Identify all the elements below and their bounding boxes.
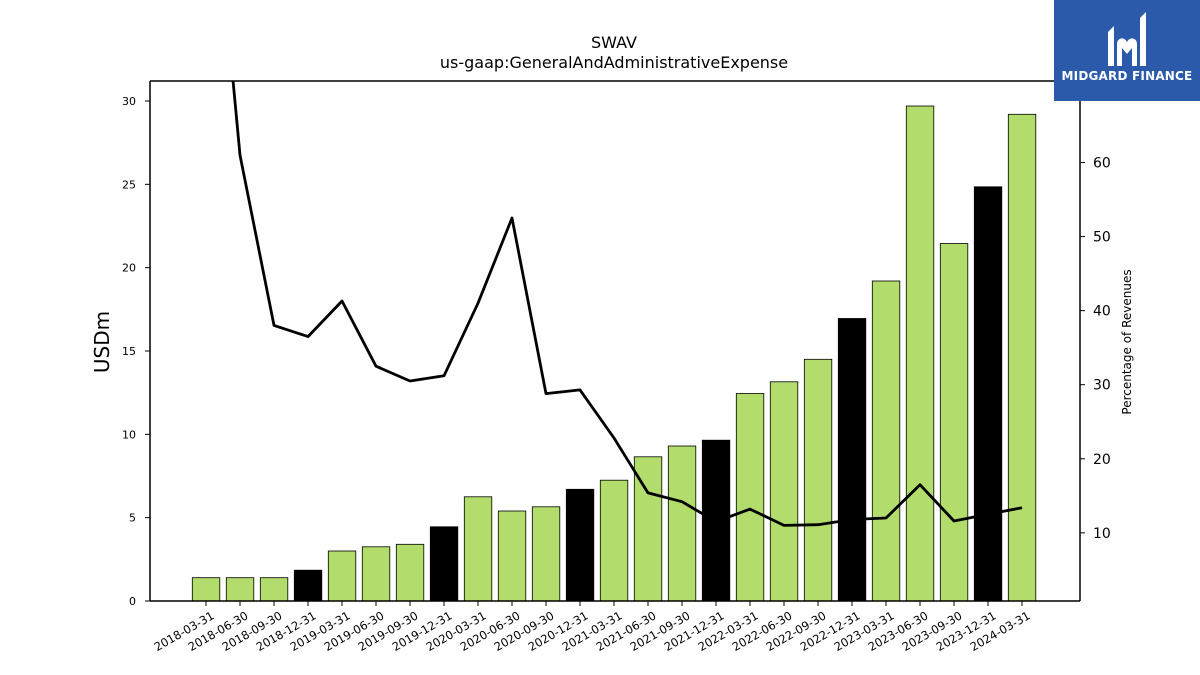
y2-tick-label: 50 [1093,230,1111,246]
bar [667,445,697,602]
axes [145,80,1085,606]
y-axis-label: USDm [90,311,114,373]
bar [599,479,629,602]
percentage-line [231,81,1023,527]
bar-series [191,105,1037,602]
chart-title: SWAV [591,33,637,52]
logo-mark-icon [1108,12,1146,66]
y-tick-label: 5 [129,512,136,525]
y-tick-label: 15 [122,345,136,358]
bar [565,488,595,602]
y2-axis-label: Percentage of Revenues [1120,269,1134,414]
bar [905,105,935,602]
chart-subtitle: us-gaap:GeneralAndAdministrativeExpense [440,53,788,72]
y-tick-label: 25 [122,178,136,191]
y-tick-label: 10 [122,428,136,441]
y2-tick-label: 30 [1093,378,1111,394]
y2-tick-label: 20 [1093,452,1111,468]
bar [1007,113,1037,602]
bar [191,577,221,602]
bar [361,546,391,602]
line-series [231,81,1023,527]
bar [463,496,493,602]
y-tick-label: 0 [129,595,136,608]
logo-text: MIDGARD FINANCE [1061,69,1193,83]
bar [293,569,323,602]
y-tick-label: 30 [122,95,136,108]
y2-tick-label: 40 [1093,304,1111,320]
brand-logo: MIDGARD FINANCE [1054,0,1200,101]
y2-tick-label: 10 [1093,526,1111,542]
bar [531,506,561,602]
bar [871,280,901,602]
bar [429,526,459,602]
bar [259,577,289,602]
bar [327,550,357,602]
bar [803,358,833,602]
bar [497,510,527,602]
y2-tick-label: 60 [1093,155,1111,171]
bar [837,318,867,602]
bar [735,393,765,602]
bar [769,381,799,602]
bar [395,543,425,602]
y-tick-label: 20 [122,262,136,275]
bar [939,243,969,602]
bar [973,186,1003,602]
bar [225,577,255,602]
